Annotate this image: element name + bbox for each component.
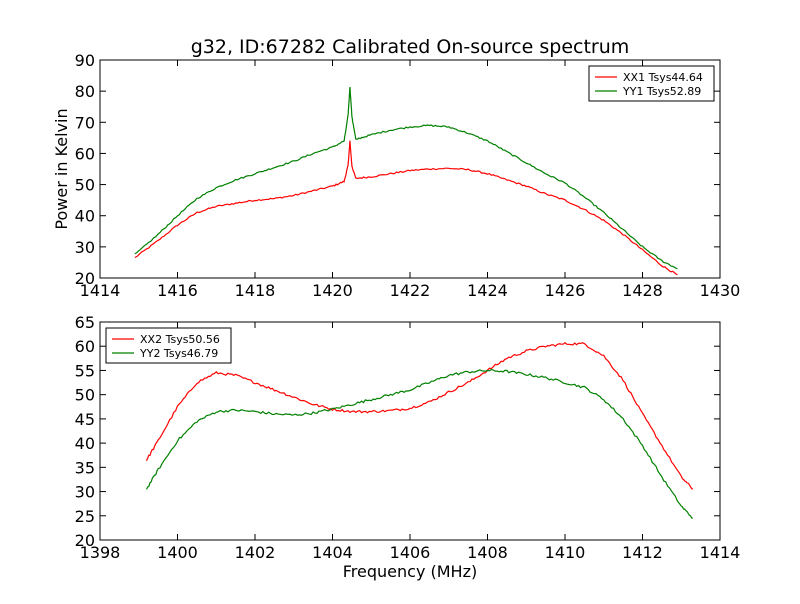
- legend-box: [105, 327, 232, 364]
- x-tick-label: 1414: [80, 281, 121, 300]
- top-panel-ylabel: Power in Kelvin: [52, 108, 71, 229]
- y-tick-label: 50: [75, 386, 95, 405]
- series-line-bottom-1: [145, 368, 693, 519]
- x-tick-label: 1408: [467, 543, 508, 562]
- bottom-panel: 1398 1400 1402 1404 1406 1408 1410 1412 1414 20 25…: [75, 313, 741, 581]
- top-panel-ticks: 1414 1416 1418 1420 1422 1424 1426 1428 1430 20 30…: [75, 51, 741, 300]
- series-line-top-0: [134, 140, 678, 276]
- y-tick-label: 80: [75, 82, 95, 101]
- x-tick-label: 1430: [700, 281, 741, 300]
- series-line-bottom-0: [145, 342, 694, 490]
- x-tick-label: 1416: [157, 281, 198, 300]
- y-tick-label: 30: [75, 238, 95, 257]
- y-tick-label: 50: [75, 176, 95, 195]
- top-panel-series: [134, 86, 678, 276]
- legend-label: XX1 Tsys44.64: [623, 71, 703, 84]
- y-tick-label: 40: [75, 434, 95, 453]
- chart-title: g32, ID:67282 Calibrated On-source spect…: [191, 36, 630, 58]
- legend-box: [588, 65, 715, 102]
- x-tick-label: 1410: [545, 543, 586, 562]
- x-tick-label: 1424: [467, 281, 508, 300]
- y-tick-label: 60: [75, 144, 95, 163]
- x-tick-label: 1420: [312, 281, 353, 300]
- y-tick-label: 25: [75, 507, 95, 526]
- y-tick-label: 35: [75, 458, 95, 477]
- x-tick-label: 1402: [235, 543, 276, 562]
- x-tick-label: 1414: [700, 543, 741, 562]
- y-tick-label: 55: [75, 361, 95, 380]
- legend-label: YY1 Tsys52.89: [622, 85, 701, 98]
- y-tick-label: 65: [75, 313, 95, 332]
- y-tick-label: 20: [75, 531, 95, 550]
- top-panel: 1414 1416 1418 1420 1422 1424 1426 1428 1430 20 30…: [52, 51, 740, 300]
- x-tick-label: 1426: [545, 281, 586, 300]
- y-tick-label: 30: [75, 483, 95, 502]
- y-tick-label: 45: [75, 410, 95, 429]
- bottom-panel-ticks: 1398 1400 1402 1404 1406 1408 1410 1412 1414 20 25…: [75, 313, 741, 562]
- legend-label: XX2 Tsys50.56: [140, 333, 220, 346]
- series-line-top-1: [134, 86, 678, 270]
- x-tick-label: 1398: [80, 543, 121, 562]
- y-tick-label: 20: [75, 269, 95, 288]
- y-tick-label: 40: [75, 207, 95, 226]
- y-tick-label: 60: [75, 337, 95, 356]
- y-tick-label: 70: [75, 113, 95, 132]
- x-tick-label: 1422: [390, 281, 431, 300]
- legend-label: YY2 Tsys46.79: [139, 347, 218, 360]
- x-tick-label: 1400: [157, 543, 198, 562]
- x-tick-label: 1406: [390, 543, 431, 562]
- x-tick-label: 1428: [622, 281, 663, 300]
- y-tick-label: 90: [75, 51, 95, 70]
- bottom-panel-xlabel: Frequency (MHz): [343, 562, 477, 581]
- bottom-panel-series: [145, 342, 694, 519]
- x-tick-label: 1404: [312, 543, 353, 562]
- x-tick-label: 1418: [235, 281, 276, 300]
- x-tick-label: 1412: [622, 543, 663, 562]
